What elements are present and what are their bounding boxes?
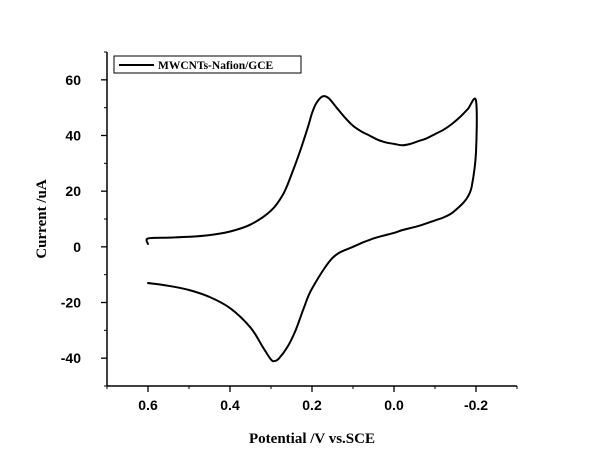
x-tick-label: 0.2 (302, 397, 322, 413)
legend-box (113, 55, 302, 74)
legend: MWCNTs-Nafion/GCE (113, 55, 302, 74)
y-tick-label: -40 (61, 350, 81, 366)
x-axis-ticks: 0.6 0.4 0.2 0.0 -0.2 (106, 386, 518, 413)
y-tick-label: 0 (73, 239, 81, 255)
series-line-mwcnts-nafion-gce (145, 95, 478, 363)
y-axis-title: Current /uA (34, 179, 50, 258)
x-tick-label: 0.4 (220, 397, 240, 413)
y-tick-label: 60 (65, 72, 81, 88)
x-tick-label: -0.2 (464, 397, 488, 413)
y-tick-label: 20 (65, 183, 81, 199)
x-tick-label: 0.6 (138, 397, 158, 413)
x-axis-title: Potential /V vs.SCE (249, 431, 375, 447)
y-axis-ticks: -40 -20 0 20 40 60 (61, 51, 107, 387)
legend-label: MWCNTs-Nafion/GCE (158, 60, 274, 72)
x-tick-label: 0.0 (384, 397, 404, 413)
y-tick-label: -20 (61, 295, 81, 311)
y-tick-label: 40 (65, 128, 81, 144)
